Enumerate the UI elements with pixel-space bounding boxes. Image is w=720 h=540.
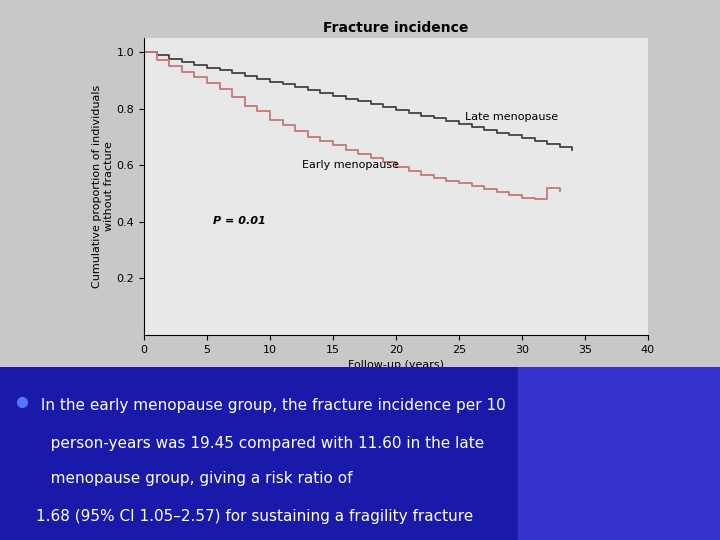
Text: In the early menopause group, the fracture incidence per 10: In the early menopause group, the fractu… [36,399,505,413]
Text: 350: 350 [260,424,280,434]
Text: 370: 370 [197,424,217,434]
Text: 250: 250 [449,424,469,434]
Text: 1.68 (95% CI 1.05–2.57) for sustaining a fragility fracture: 1.68 (95% CI 1.05–2.57) for sustaining a… [36,509,473,524]
Text: P = 0.01: P = 0.01 [213,217,266,226]
Text: 295: 295 [386,424,406,434]
Text: 320: 320 [323,424,343,434]
Text: person-years was 19.45 compared with 11.60 in the late: person-years was 19.45 compared with 11.… [36,436,485,451]
Text: Late menopause: Late menopause [465,112,559,122]
Text: Persons at risk: Persons at risk [109,400,197,410]
X-axis label: Follow-up (years): Follow-up (years) [348,360,444,370]
Text: menopause group, giving a risk ratio of: menopause group, giving a risk ratio of [36,471,353,486]
Y-axis label: Cumulative proportion of individuals
without fracture: Cumulative proportion of individuals wit… [92,85,114,288]
Text: Early menopause: Early menopause [302,160,398,170]
Text: 390: 390 [134,424,154,434]
Title: Fracture incidence: Fracture incidence [323,21,469,35]
Text: 200: 200 [512,424,532,434]
